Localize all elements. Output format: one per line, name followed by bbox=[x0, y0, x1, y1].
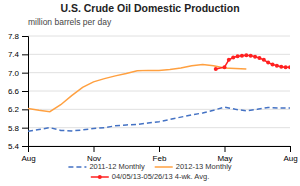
series-point bbox=[266, 61, 270, 65]
y-tick-label: 6.2 bbox=[8, 105, 20, 114]
series-point bbox=[275, 64, 279, 68]
series-point bbox=[284, 65, 288, 69]
x-tick-label: May bbox=[217, 154, 232, 163]
grid-line bbox=[28, 36, 290, 37]
series-point bbox=[231, 56, 235, 60]
x-tick: Nov bbox=[87, 146, 101, 163]
legend-label: 2012-13 Monthly bbox=[176, 162, 232, 171]
series-point bbox=[244, 53, 248, 57]
series-point bbox=[253, 55, 257, 59]
y-tick-mark bbox=[22, 36, 28, 37]
legend-label: 2011-12 Monthly bbox=[89, 162, 145, 171]
x-tick-label: Feb bbox=[153, 154, 167, 163]
chart-subtitle: million barrels per day bbox=[28, 17, 112, 27]
legend-label: 04/05/13-05/26/13 4-wk. Avg. bbox=[112, 172, 209, 181]
series-point bbox=[214, 67, 218, 71]
y-tick: 5.8 bbox=[8, 124, 28, 133]
y-tick-mark bbox=[22, 146, 28, 147]
series-point bbox=[271, 62, 275, 66]
series-point bbox=[279, 65, 283, 69]
legend-item: 04/05/13-05/26/13 4-wk. Avg. bbox=[91, 172, 209, 181]
grid-line bbox=[28, 127, 290, 128]
grid-line bbox=[28, 72, 290, 73]
chart-container: U.S. Crude Oil Domestic Production millio… bbox=[0, 0, 300, 186]
legend-item: 2012-13 Monthly bbox=[155, 162, 232, 171]
y-tick-mark bbox=[22, 109, 28, 110]
legend-swatch bbox=[68, 166, 86, 168]
series-point bbox=[223, 65, 227, 69]
y-tick: 6.6 bbox=[8, 87, 28, 96]
legend: 2011-12 Monthly 2012-13 Monthly04/05/13-0… bbox=[68, 162, 231, 181]
series-point bbox=[257, 56, 261, 60]
y-tick-label: 5.4 bbox=[8, 142, 20, 151]
x-tick-mark bbox=[94, 146, 95, 152]
y-tick-label: 6.6 bbox=[8, 87, 20, 96]
plot-area bbox=[28, 53, 290, 131]
grid-line bbox=[28, 91, 290, 92]
y-axis-line bbox=[22, 37, 29, 147]
series-point bbox=[262, 58, 266, 62]
y-tick-label: 7.4 bbox=[8, 50, 20, 59]
grid bbox=[28, 36, 290, 146]
x-tick-label: Nov bbox=[87, 154, 101, 163]
series-point bbox=[288, 65, 290, 69]
series-point bbox=[240, 54, 244, 58]
y-tick-mark bbox=[22, 73, 28, 74]
legend-marker bbox=[98, 175, 102, 179]
series-point bbox=[249, 54, 253, 58]
legend-item: 2011-12 Monthly bbox=[68, 162, 145, 171]
chart-svg: U.S. Crude Oil Domestic Production millio… bbox=[0, 0, 300, 186]
x-tick-mark bbox=[159, 146, 160, 152]
y-tick: 5.4 bbox=[8, 142, 28, 151]
x-axis: Aug Nov Feb May Aug bbox=[21, 146, 297, 163]
y-axis: 5.4 5.8 6.2 6.6 7.0 7.4 7.8 bbox=[8, 32, 29, 151]
series-line bbox=[28, 107, 290, 131]
x-tick: Feb bbox=[153, 146, 167, 163]
y-tick: 7.4 bbox=[8, 50, 28, 59]
x-tick-label: Aug bbox=[21, 154, 35, 163]
x-axis-line bbox=[29, 147, 291, 153]
x-tick-mark bbox=[290, 146, 291, 152]
y-tick-label: 5.8 bbox=[8, 124, 20, 133]
series-line bbox=[28, 64, 246, 111]
chart-title: U.S. Crude Oil Domestic Production bbox=[60, 2, 239, 14]
y-tick-mark bbox=[22, 54, 28, 55]
x-tick: Aug bbox=[21, 146, 35, 163]
y-tick: 7.8 bbox=[8, 32, 28, 41]
x-tick: May bbox=[217, 146, 232, 163]
y-tick: 7.0 bbox=[8, 69, 28, 78]
y-tick-mark bbox=[22, 128, 28, 129]
y-tick-label: 7.0 bbox=[8, 69, 20, 78]
x-tick-label: Aug bbox=[283, 154, 297, 163]
series-point bbox=[227, 58, 231, 62]
series-line bbox=[216, 55, 290, 69]
y-tick: 6.2 bbox=[8, 105, 28, 114]
y-tick-label: 7.8 bbox=[8, 32, 20, 41]
x-tick: Aug bbox=[283, 146, 297, 163]
x-tick-mark bbox=[225, 146, 226, 152]
legend-swatch bbox=[155, 166, 173, 168]
y-tick-mark bbox=[22, 91, 28, 92]
series-point bbox=[236, 54, 240, 58]
